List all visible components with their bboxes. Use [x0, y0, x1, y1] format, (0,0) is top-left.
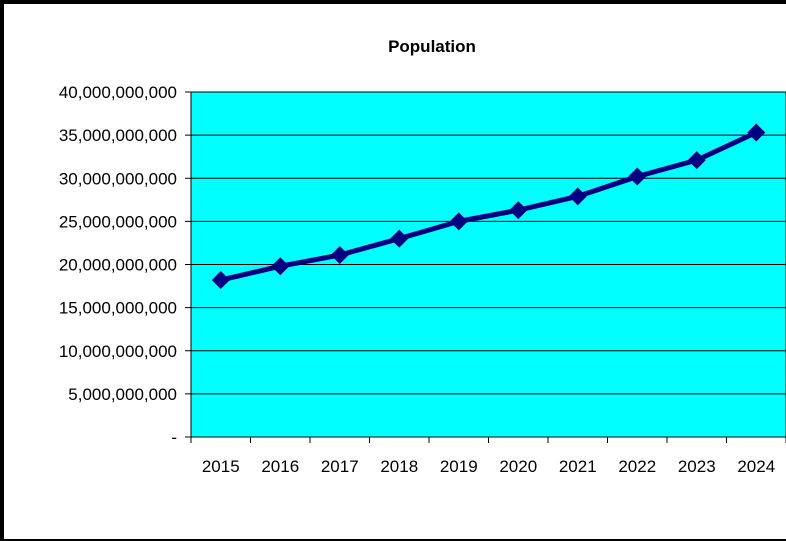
data-point	[330, 246, 349, 265]
x-tick-label: 2016	[261, 457, 299, 476]
x-tick-label: 2021	[559, 457, 597, 476]
x-tick-label: 2022	[618, 457, 656, 476]
y-axis-ticks: - 5,000,000,000 10,000,000,000 15,000,000,0…	[59, 83, 191, 447]
y-tick-label: 35,000,000,000	[59, 126, 177, 145]
series-population	[211, 123, 766, 290]
chart-title: Population	[388, 37, 476, 56]
y-tick-label: 40,000,000,000	[59, 83, 177, 102]
x-tick-label: 2023	[678, 457, 716, 476]
x-axis-ticks: 2015 2016 2017 2018 2019 2020 2021 2022 2023 2024	[190, 437, 786, 476]
y-tick-label: 10,000,000,000	[59, 342, 177, 361]
y-tick-label: 5,000,000,000	[68, 385, 177, 404]
data-point	[687, 151, 706, 170]
y-tick-label: 25,000,000,000	[59, 212, 177, 231]
data-point	[747, 123, 766, 142]
x-tick-label: 2018	[380, 457, 418, 476]
data-point	[449, 212, 468, 231]
data-point	[628, 167, 647, 186]
data-point	[568, 187, 587, 206]
y-tick-label: 30,000,000,000	[59, 169, 177, 188]
x-tick-label: 2019	[440, 457, 478, 476]
x-tick-label: 2024	[737, 457, 775, 476]
data-point	[390, 229, 409, 248]
data-point	[509, 201, 528, 220]
data-point	[211, 271, 230, 290]
x-tick-label: 2020	[499, 457, 537, 476]
x-tick-label: 2015	[202, 457, 240, 476]
y-tick-label: 20,000,000,000	[59, 256, 177, 275]
x-tick-label: 2017	[321, 457, 359, 476]
series-line	[220, 130, 758, 283]
data-point	[271, 257, 290, 276]
y-tick-label: 15,000,000,000	[59, 299, 177, 318]
y-tick-label: -	[171, 428, 177, 447]
